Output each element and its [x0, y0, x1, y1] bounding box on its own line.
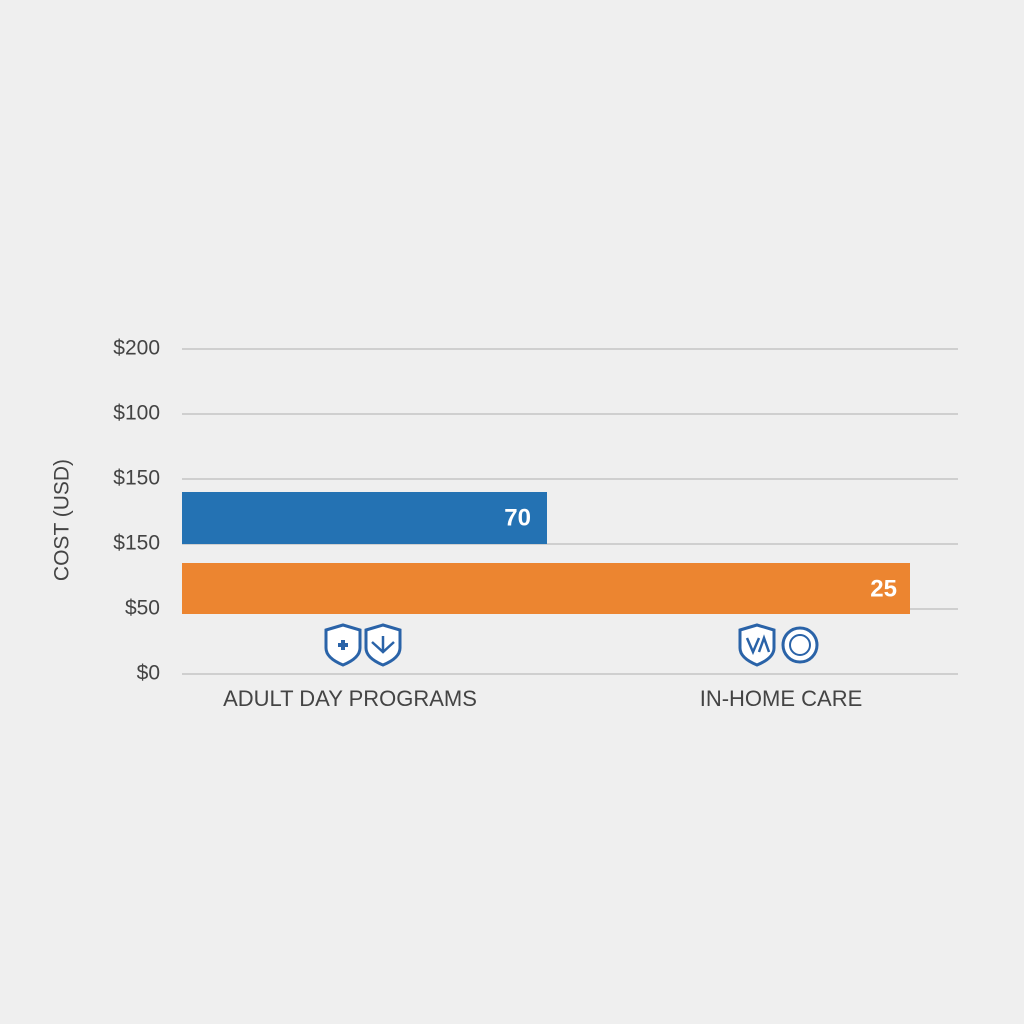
- category-label: IN-HOME CARE: [700, 686, 863, 711]
- y-tick-label: $100: [113, 402, 160, 425]
- category-label: ADULT DAY PROGRAMS: [223, 686, 477, 711]
- bar: [182, 492, 547, 544]
- icon: [324, 623, 819, 667]
- bar: [182, 563, 910, 614]
- y-tick-label: $150: [113, 467, 160, 490]
- y-tick-label: $150: [113, 532, 160, 555]
- y-tick-label: $50: [125, 597, 160, 620]
- bar-label: 25: [870, 575, 897, 602]
- y-axis-label: COST (USD): [51, 459, 74, 581]
- y-tick-label: $200: [113, 337, 160, 360]
- bar-label: 70: [504, 504, 531, 531]
- y-tick-label: $0: [137, 662, 160, 685]
